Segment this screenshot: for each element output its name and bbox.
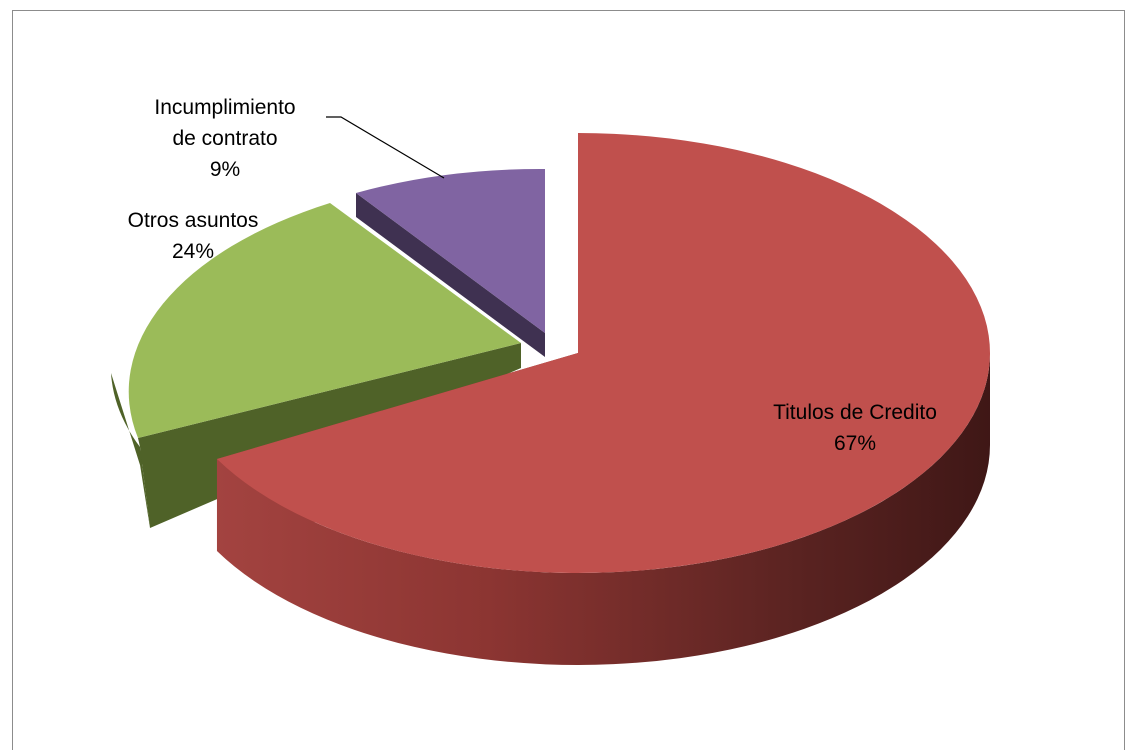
data-label-incumplimiento-category-line1: Incumplimiento bbox=[154, 96, 295, 119]
pie-slice-incumplimiento-de-contrato bbox=[356, 168, 545, 333]
data-label-titulos-category: Titulos de Credito bbox=[773, 401, 937, 424]
pie-slice-otros-asuntos bbox=[128, 203, 522, 438]
data-label-otros-percent: 24% bbox=[172, 240, 214, 263]
data-label-incumplimiento-category-line2: de contrato bbox=[172, 127, 277, 150]
data-label-titulos-percent: 67% bbox=[834, 432, 876, 455]
data-label-incumplimiento-percent: 9% bbox=[210, 158, 240, 181]
leader-line bbox=[326, 116, 445, 179]
pie-slice-side-incumplimiento bbox=[356, 193, 545, 357]
data-label-otros-category: Otros asuntos bbox=[128, 209, 259, 232]
pie-slice-titulos-de-credito bbox=[216, 133, 990, 573]
